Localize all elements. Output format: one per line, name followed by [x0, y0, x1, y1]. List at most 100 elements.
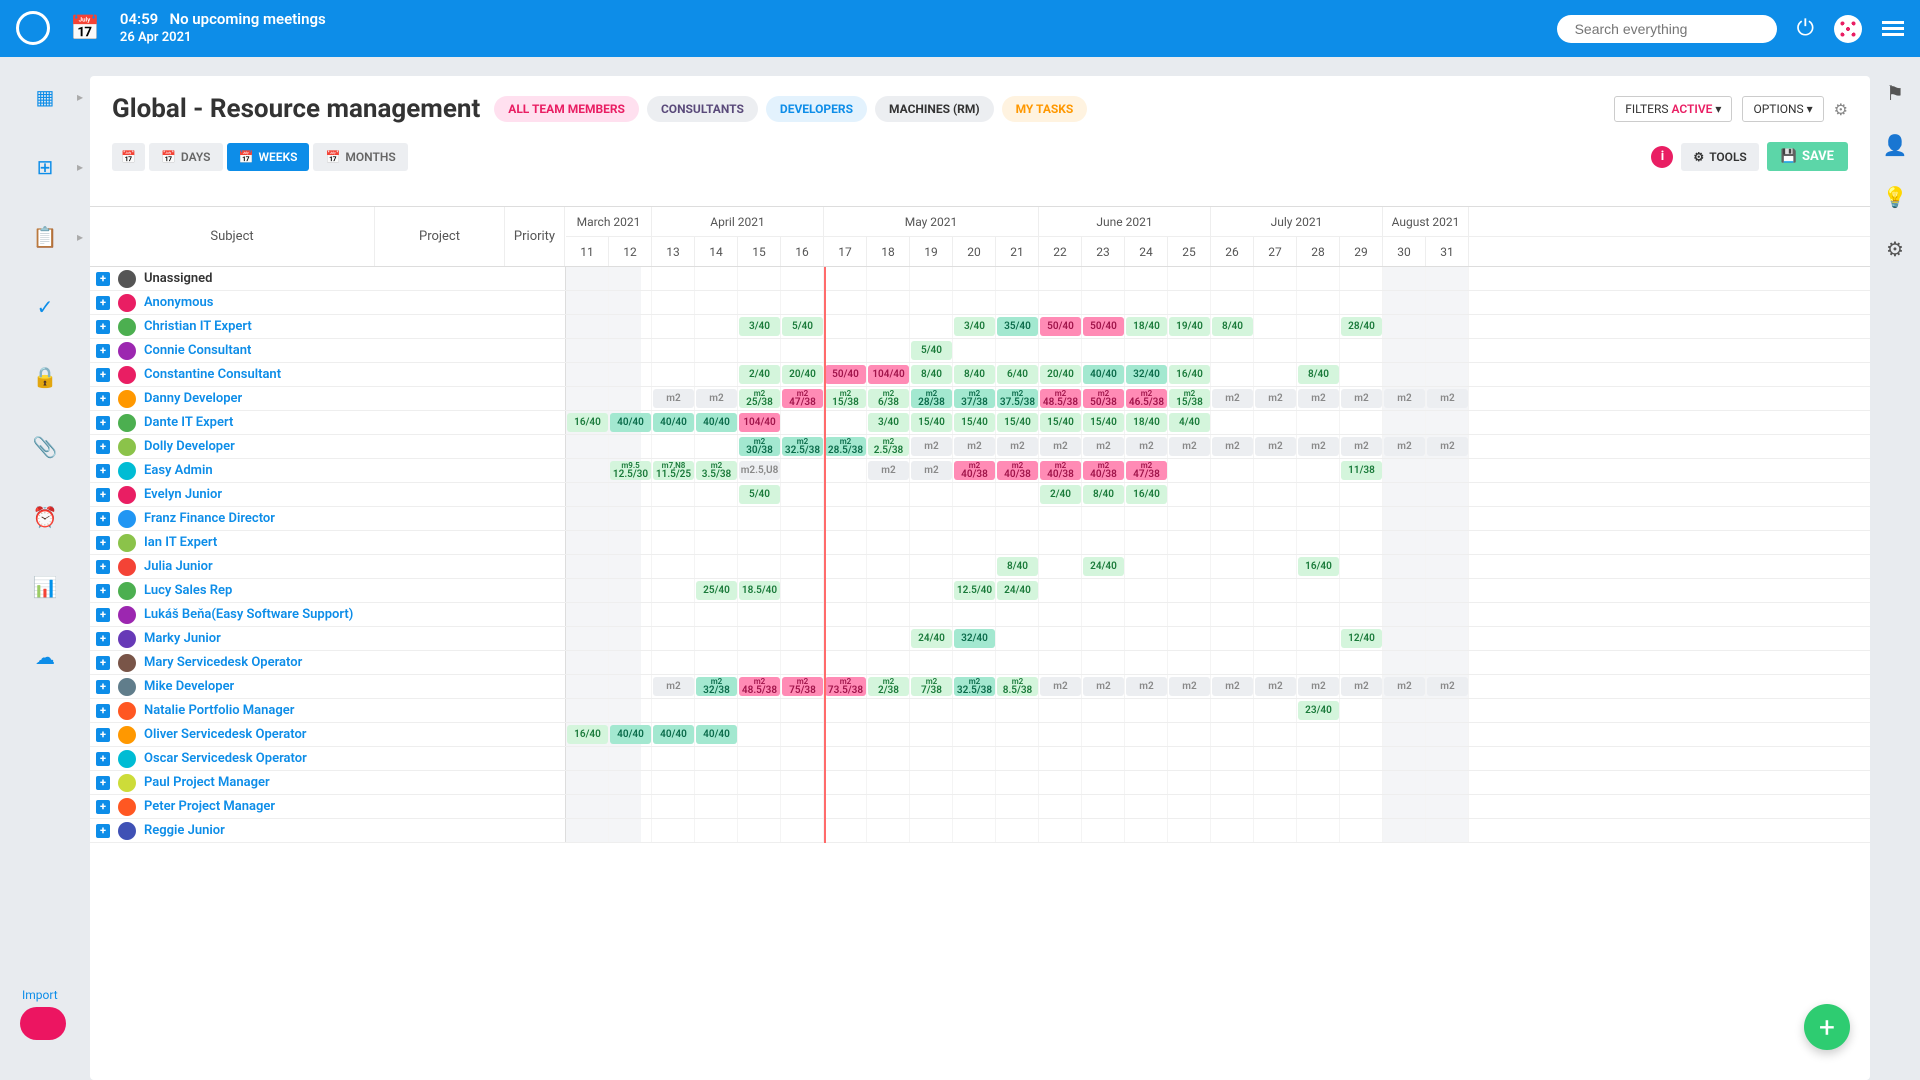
- expand-button[interactable]: +: [96, 704, 110, 718]
- timeline-cell[interactable]: [1426, 747, 1469, 770]
- timeline-cell[interactable]: [781, 339, 824, 362]
- timeline-cell[interactable]: [652, 555, 695, 578]
- timeline-cell[interactable]: [953, 507, 996, 530]
- timeline-cell[interactable]: [824, 531, 867, 554]
- timeline-cell[interactable]: [1426, 363, 1469, 386]
- expand-button[interactable]: +: [96, 584, 110, 598]
- timeline-cell[interactable]: [1211, 339, 1254, 362]
- allocation-chip[interactable]: 50/40: [825, 365, 866, 384]
- timeline-cell[interactable]: [910, 795, 953, 818]
- timeline-cell[interactable]: [1426, 339, 1469, 362]
- timeline-cell[interactable]: [1254, 555, 1297, 578]
- timeline-cell[interactable]: [867, 291, 910, 314]
- user-name[interactable]: Mary Servicedesk Operator: [144, 655, 302, 670]
- timeline-cell[interactable]: [609, 747, 652, 770]
- timeline-cell[interactable]: [738, 627, 781, 650]
- timeline-cell[interactable]: [652, 435, 695, 458]
- user-name[interactable]: Paul Project Manager: [144, 775, 270, 790]
- timeline-cell[interactable]: [1211, 411, 1254, 434]
- timeline-cell[interactable]: [953, 795, 996, 818]
- flag-icon[interactable]: ⚑: [1886, 81, 1904, 105]
- timeline-cell[interactable]: [910, 699, 953, 722]
- allocation-chip[interactable]: 6/40: [997, 365, 1038, 384]
- timeline-cell[interactable]: [1211, 363, 1254, 386]
- save-button[interactable]: 💾 SAVE: [1767, 142, 1848, 171]
- allocation-chip[interactable]: 104/40: [868, 365, 909, 384]
- timeline-cell[interactable]: [1426, 315, 1469, 338]
- timeline-cell[interactable]: [867, 315, 910, 338]
- allocation-chip[interactable]: 3/40: [739, 317, 780, 336]
- timeline-cell[interactable]: [1039, 291, 1082, 314]
- user-name[interactable]: Lucy Sales Rep: [144, 583, 232, 598]
- timeline-cell[interactable]: [781, 411, 824, 434]
- timeline-cell[interactable]: [1383, 795, 1426, 818]
- timeline-cell[interactable]: [910, 291, 953, 314]
- allocation-chip[interactable]: m28.5/38: [997, 677, 1038, 696]
- timeline-cell[interactable]: [695, 651, 738, 674]
- timeline-cell[interactable]: [996, 531, 1039, 554]
- user-name[interactable]: Julia Junior: [144, 559, 213, 574]
- user-name[interactable]: Unassigned: [144, 271, 213, 286]
- timeline-cell[interactable]: [781, 531, 824, 554]
- timeline-cell[interactable]: [1039, 531, 1082, 554]
- allocation-chip[interactable]: m240/38: [997, 461, 1038, 480]
- nav-chart[interactable]: 📊: [19, 567, 71, 607]
- timeline-cell[interactable]: [781, 603, 824, 626]
- timeline-cell[interactable]: [1039, 699, 1082, 722]
- timeline-cell[interactable]: [695, 483, 738, 506]
- allocation-chip[interactable]: 40/40: [610, 725, 651, 744]
- timeline-cell[interactable]: [910, 579, 953, 602]
- timeline-cell[interactable]: [652, 819, 695, 842]
- timeline-cell[interactable]: [910, 603, 953, 626]
- allocation-chip[interactable]: m232.5/38: [782, 437, 823, 456]
- user-name[interactable]: Anonymous: [144, 295, 213, 310]
- timeline-cell[interactable]: [1426, 555, 1469, 578]
- timeline-cell[interactable]: [1125, 771, 1168, 794]
- timeline-cell[interactable]: [1297, 291, 1340, 314]
- timeline-cell[interactable]: [652, 291, 695, 314]
- timeline-cell[interactable]: [1383, 315, 1426, 338]
- timeline-cell[interactable]: [566, 507, 609, 530]
- allocation-chip[interactable]: 28/40: [1341, 317, 1382, 336]
- allocation-chip[interactable]: m2: [1126, 437, 1167, 456]
- timeline-cell[interactable]: [953, 267, 996, 290]
- timeline-cell[interactable]: [1168, 291, 1211, 314]
- timeline-cell[interactable]: [1383, 507, 1426, 530]
- allocation-chip[interactable]: m232/38: [696, 677, 737, 696]
- timeline-cell[interactable]: [566, 747, 609, 770]
- timeline-cell[interactable]: [910, 555, 953, 578]
- timeline-cell[interactable]: [996, 291, 1039, 314]
- timeline-cell[interactable]: [867, 819, 910, 842]
- allocation-chip[interactable]: m2: [1384, 389, 1425, 408]
- timeline-cell[interactable]: [867, 267, 910, 290]
- timeline-cell[interactable]: [1340, 339, 1383, 362]
- timeline-cell[interactable]: [867, 699, 910, 722]
- allocation-chip[interactable]: m225/38: [739, 389, 780, 408]
- timeline-cell[interactable]: [566, 387, 609, 410]
- timeline-cell[interactable]: [1340, 819, 1383, 842]
- user-avatar[interactable]: [1834, 15, 1862, 43]
- allocation-chip[interactable]: m2: [1040, 677, 1081, 696]
- timeline-cell[interactable]: [1168, 531, 1211, 554]
- allocation-chip[interactable]: m232.5/38: [954, 677, 995, 696]
- timeline-cell[interactable]: [910, 651, 953, 674]
- timeline-cell[interactable]: [1082, 339, 1125, 362]
- timeline-cell[interactable]: [738, 699, 781, 722]
- allocation-chip[interactable]: m248.5/38: [739, 677, 780, 696]
- timeline-cell[interactable]: [1082, 267, 1125, 290]
- timeline-cell[interactable]: [1383, 555, 1426, 578]
- timeline-cell[interactable]: [1297, 507, 1340, 530]
- timeline-cell[interactable]: [1340, 411, 1383, 434]
- timeline-cell[interactable]: [1254, 723, 1297, 746]
- timeline-cell[interactable]: [1297, 651, 1340, 674]
- timeline-cell[interactable]: [867, 507, 910, 530]
- allocation-chip[interactable]: m2: [1083, 677, 1124, 696]
- timeline-cell[interactable]: [1082, 507, 1125, 530]
- timeline-cell[interactable]: [867, 579, 910, 602]
- allocation-chip[interactable]: 25/40: [696, 581, 737, 600]
- timeline-cell[interactable]: [1039, 795, 1082, 818]
- timeline-cell[interactable]: [652, 699, 695, 722]
- timeline-cell[interactable]: [1426, 507, 1469, 530]
- timeline-cell[interactable]: [609, 267, 652, 290]
- pill-machines-rm-[interactable]: MACHINES (RM): [875, 96, 994, 122]
